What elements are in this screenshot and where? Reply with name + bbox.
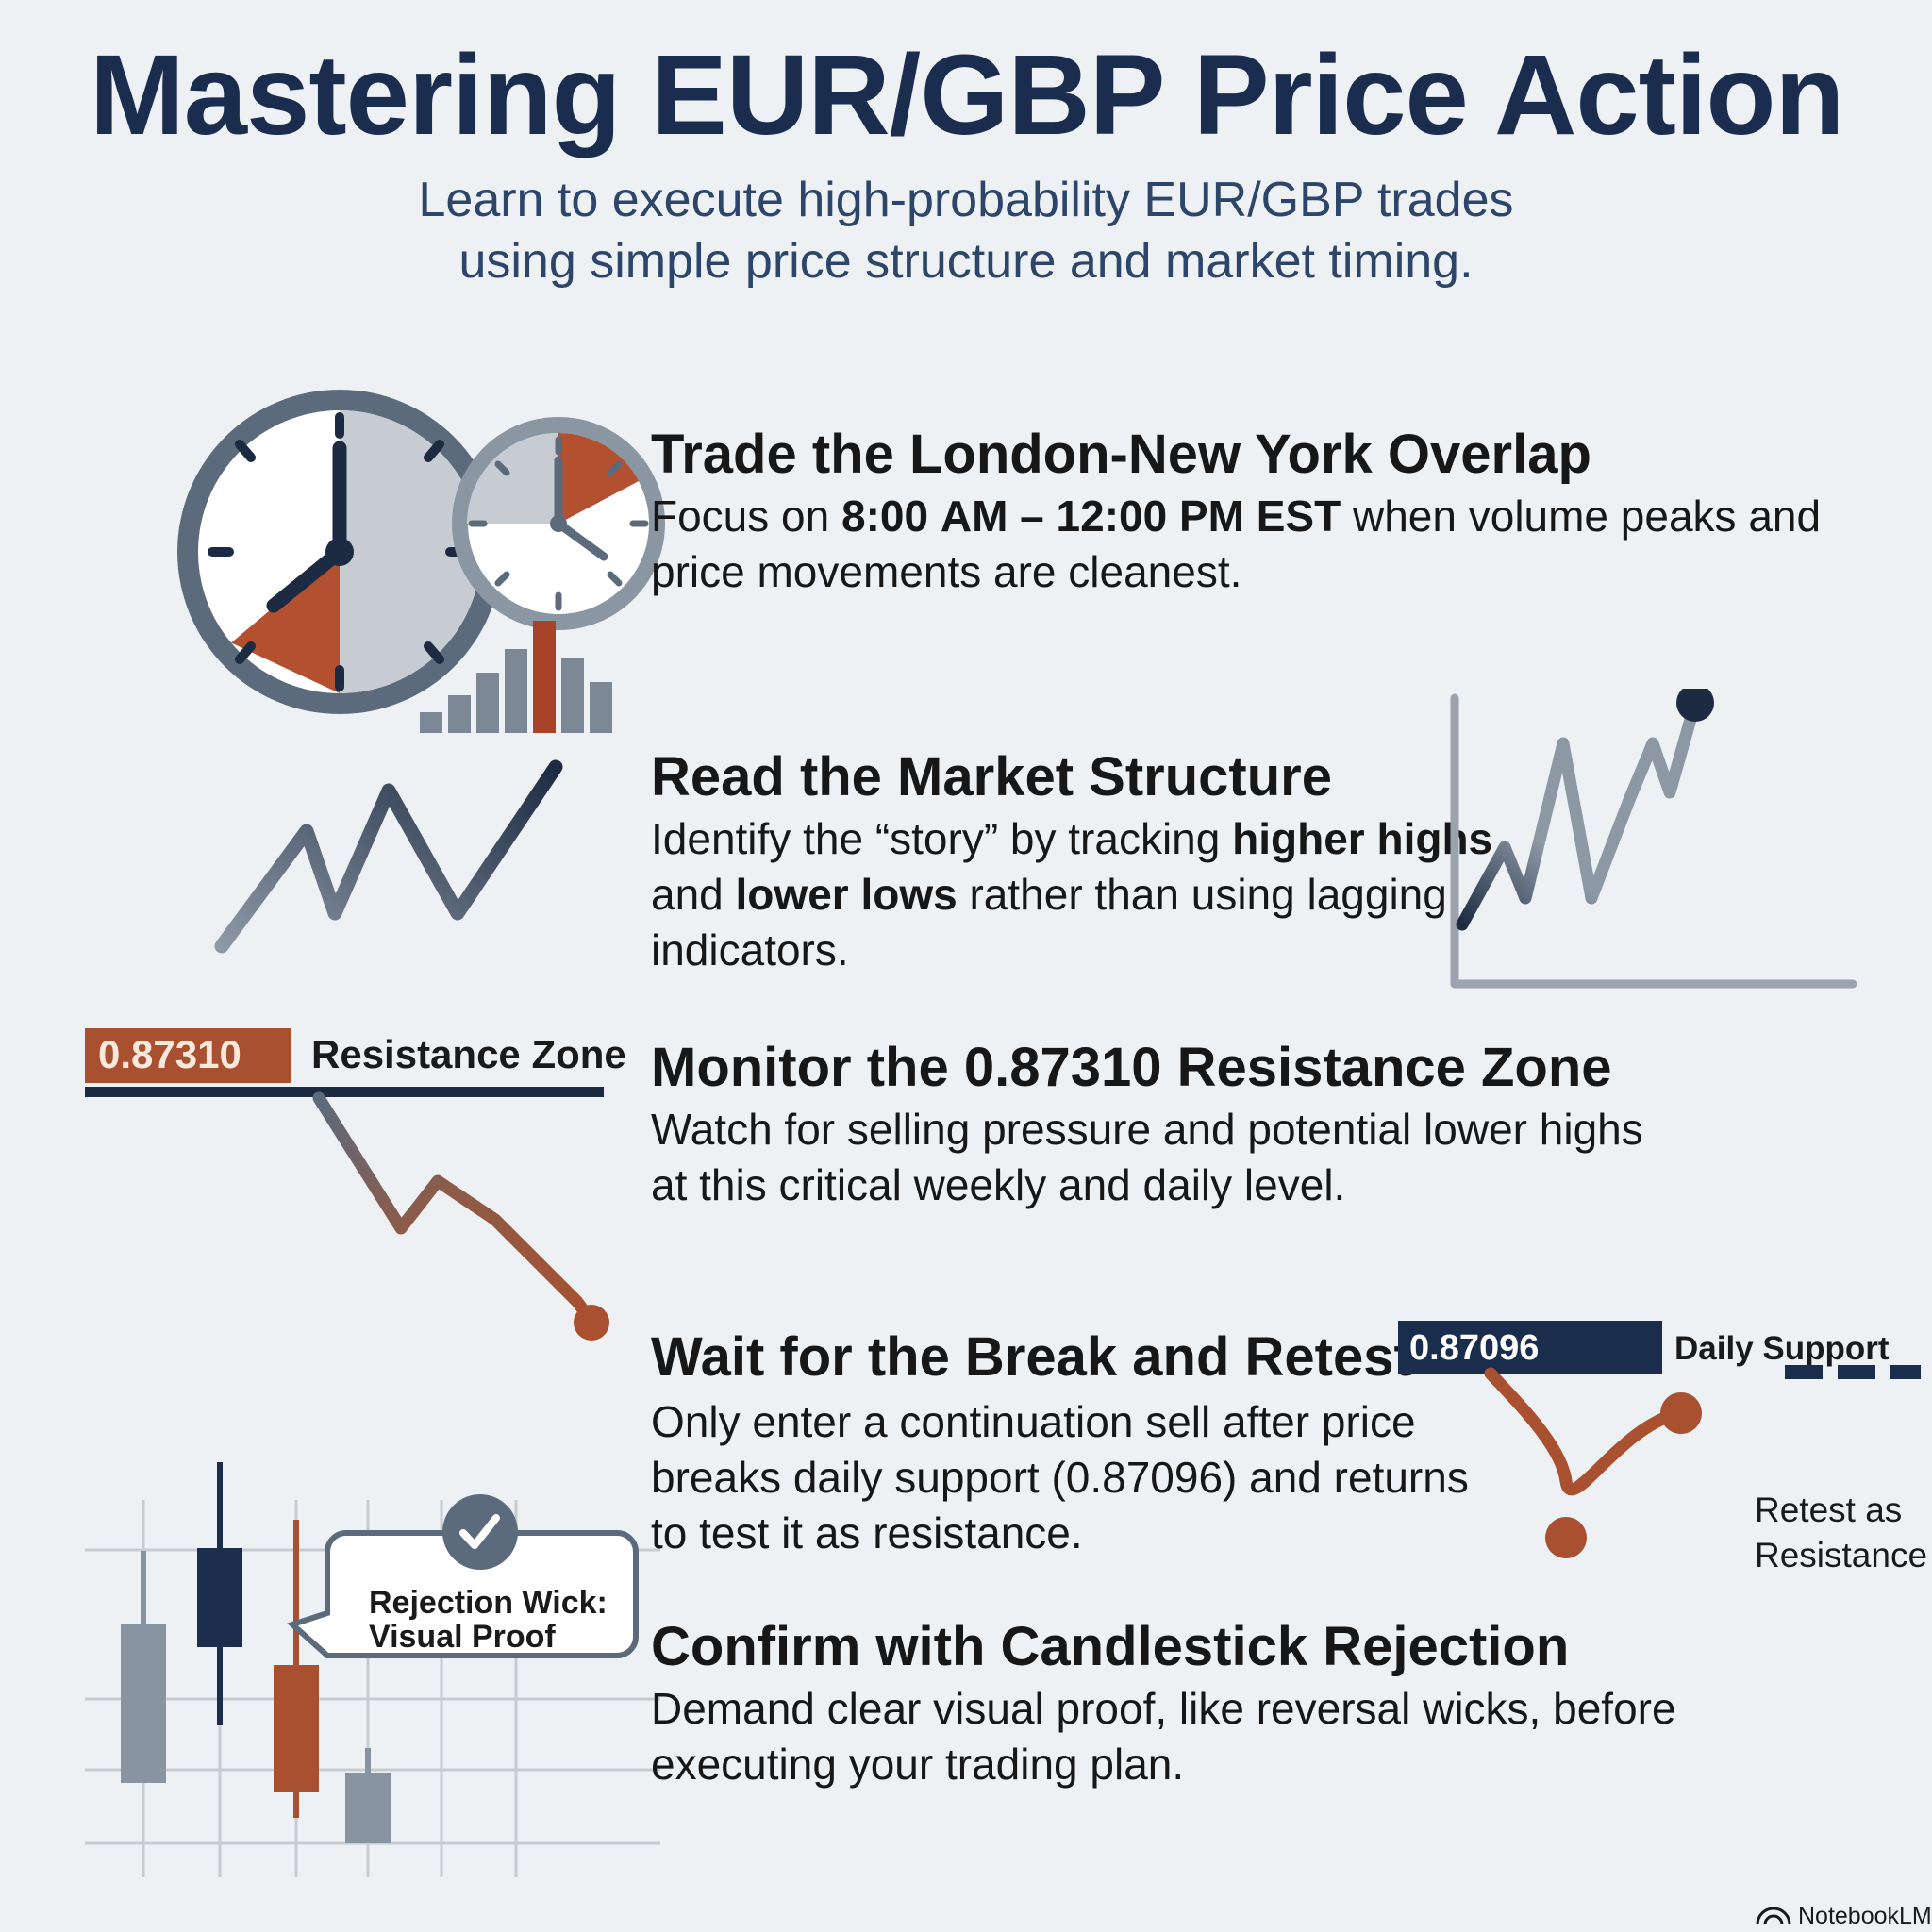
- svg-text:0.87310: 0.87310: [98, 1032, 242, 1076]
- svg-text:NotebookLM: NotebookLM: [1798, 1903, 1932, 1929]
- svg-text:0.87096: 0.87096: [1409, 1328, 1539, 1368]
- svg-text:Resistance: Resistance: [1755, 1536, 1927, 1574]
- svg-text:Daily Support: Daily Support: [1674, 1330, 1890, 1367]
- svg-text:Resistance Zone: Resistance Zone: [311, 1032, 626, 1076]
- svg-text:Visual Proof: Visual Proof: [369, 1619, 556, 1655]
- svg-text:Rejection Wick:: Rejection Wick:: [369, 1585, 608, 1621]
- svg-text:Retest as: Retest as: [1755, 1491, 1902, 1529]
